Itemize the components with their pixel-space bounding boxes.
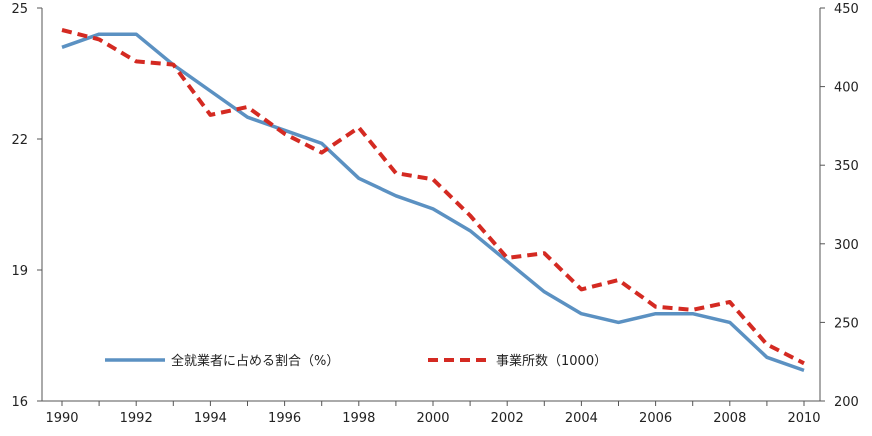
x-tick-label: 1998 [342, 411, 375, 426]
series-lines [61, 28, 805, 373]
right-y-tick-label: 350 [834, 159, 859, 174]
x-tick-label: 2000 [416, 411, 449, 426]
x-tick-label: 2004 [565, 411, 598, 426]
series-line-2 [61, 28, 805, 366]
x-tick-label: 2006 [639, 411, 672, 426]
x-tick-label: 1994 [194, 411, 227, 426]
right-y-axis-ticks: 200 250 300 350 400 450 [820, 2, 859, 410]
left-y-tick-label: 19 [11, 264, 28, 279]
x-tick-label: 2002 [491, 411, 524, 426]
x-tick-label: 2008 [713, 411, 746, 426]
legend-label-2: 事業所数（1000） [496, 353, 607, 369]
right-y-tick-label: 400 [834, 81, 859, 96]
left-y-tick-label: 22 [11, 133, 28, 148]
left-y-axis-ticks: 16 19 22 25 [11, 2, 42, 410]
x-tick-label: 1990 [45, 411, 78, 426]
x-axis-ticks: 1990 1992 1994 1996 1998 2000 2002 2004 2006 2008… [45, 401, 821, 426]
left-y-tick-label: 16 [11, 395, 28, 410]
legend: 全就業者に占める割合（%） 事業所数（1000） [105, 353, 607, 369]
series-line-1 [61, 32, 805, 373]
left-y-tick-label: 25 [11, 2, 28, 17]
x-tick-label: 2010 [787, 411, 820, 426]
x-tick-label: 1996 [268, 411, 301, 426]
right-y-tick-label: 450 [834, 2, 859, 17]
x-tick-label: 1992 [120, 411, 153, 426]
legend-label-1: 全就業者に占める割合（%） [171, 353, 339, 369]
right-y-tick-label: 300 [834, 238, 859, 253]
chart-axes [41, 8, 821, 402]
right-y-tick-label: 250 [834, 316, 859, 331]
right-y-tick-label: 200 [834, 395, 859, 410]
